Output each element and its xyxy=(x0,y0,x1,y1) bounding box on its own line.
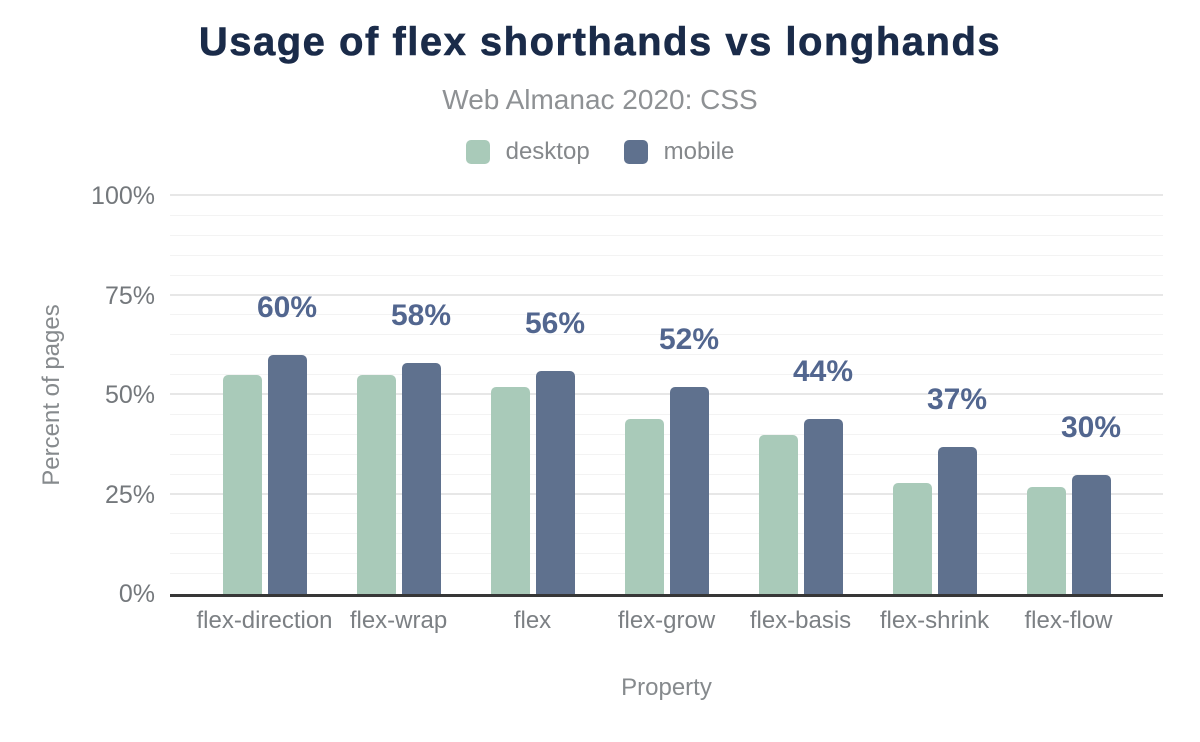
chart-subtitle: Web Almanac 2020: CSS xyxy=(442,84,758,115)
bar-desktop xyxy=(356,375,396,594)
major-gridline xyxy=(170,492,1163,495)
bar-mobile: 58% xyxy=(391,299,451,594)
bar-value-label: 37% xyxy=(926,382,988,416)
chart-title: Usage of flex shorthands vs longhands xyxy=(198,20,1002,65)
bar-mobile: 52% xyxy=(659,323,719,594)
minor-gridline xyxy=(170,513,1163,515)
minor-gridline xyxy=(170,473,1163,475)
legend-label: desktop xyxy=(505,138,590,165)
bar-desktop xyxy=(1026,486,1066,594)
bar-group: 52% flex-grow xyxy=(600,196,734,634)
bar-group: 58% flex-wrap xyxy=(332,196,466,634)
bar-mobile: 60% xyxy=(257,291,317,594)
minor-gridline xyxy=(170,533,1163,535)
x-axis-line xyxy=(170,594,1163,597)
minor-gridline xyxy=(170,573,1163,575)
x-category-label: flex-basis xyxy=(749,607,852,634)
bar-value-label: 30% xyxy=(1060,410,1122,444)
y-tick-label: 100% xyxy=(91,182,155,210)
major-gridline xyxy=(170,393,1163,395)
y-tick-label: 25% xyxy=(104,480,155,509)
minor-gridline xyxy=(170,453,1163,455)
bar-group: 37% flex-shrink xyxy=(868,196,1002,634)
x-category-label: flex-flow xyxy=(1024,607,1113,634)
minor-gridline xyxy=(170,274,1163,276)
bar-group: 56% flex xyxy=(466,196,600,634)
bar-value-label: 58% xyxy=(390,299,452,333)
bar-desktop xyxy=(222,375,262,594)
x-category-label: flex-shrink xyxy=(879,607,990,634)
bar-group: 60% flex-direction xyxy=(196,196,332,634)
bar-desktop xyxy=(490,387,530,594)
x-category-label: flex-grow xyxy=(617,607,716,634)
minor-gridline xyxy=(170,254,1163,256)
legend-label: mobile xyxy=(663,138,735,165)
legend-swatch-desktop xyxy=(465,140,490,164)
y-tick-label: 75% xyxy=(104,281,155,310)
minor-gridline xyxy=(170,354,1163,356)
x-category-label: flex-wrap xyxy=(349,607,448,634)
bar-desktop xyxy=(892,482,932,594)
minor-gridline xyxy=(170,214,1163,216)
bar-desktop xyxy=(758,434,798,594)
plot-area: 60% flex-direction 58% flex-wrap 56% flex 52% f… xyxy=(170,194,1163,634)
bar-group: 44% flex-basis xyxy=(734,196,868,634)
legend-swatch-mobile xyxy=(623,140,648,164)
x-category-label: flex-direction xyxy=(196,607,333,634)
bar-value-label: 52% xyxy=(658,323,720,357)
y-tick-label: 50% xyxy=(104,381,155,409)
minor-gridline xyxy=(170,334,1163,336)
minor-gridline xyxy=(170,234,1163,236)
bar-groups: 60% flex-direction 58% flex-wrap 56% flex 52% f… xyxy=(170,196,1163,634)
bar-mobile: 56% xyxy=(525,307,585,594)
bar-mobile: 44% xyxy=(793,355,853,594)
legend-item-desktop: desktop xyxy=(465,138,590,166)
minor-gridline xyxy=(170,314,1163,316)
y-tick-label: 0% xyxy=(118,580,155,608)
x-category-label: flex xyxy=(513,607,552,634)
bar-value-label: 44% xyxy=(792,354,854,388)
major-gridline xyxy=(170,293,1163,296)
minor-gridline xyxy=(170,374,1163,376)
bar-group: 30% flex-flow xyxy=(1002,196,1136,634)
bar-mobile: 30% xyxy=(1061,411,1121,594)
minor-gridline xyxy=(170,433,1163,435)
bar-value-label: 60% xyxy=(256,291,318,325)
bar-mobile: 37% xyxy=(927,383,987,594)
legend: desktop mobile xyxy=(0,138,1200,166)
bar-value-label: 56% xyxy=(524,307,586,341)
legend-item-mobile: mobile xyxy=(623,138,735,166)
minor-gridline xyxy=(170,413,1163,415)
major-gridline xyxy=(170,194,1163,196)
minor-gridline xyxy=(170,553,1163,555)
x-axis-title: Property xyxy=(621,674,712,701)
bar-desktop xyxy=(624,418,664,594)
